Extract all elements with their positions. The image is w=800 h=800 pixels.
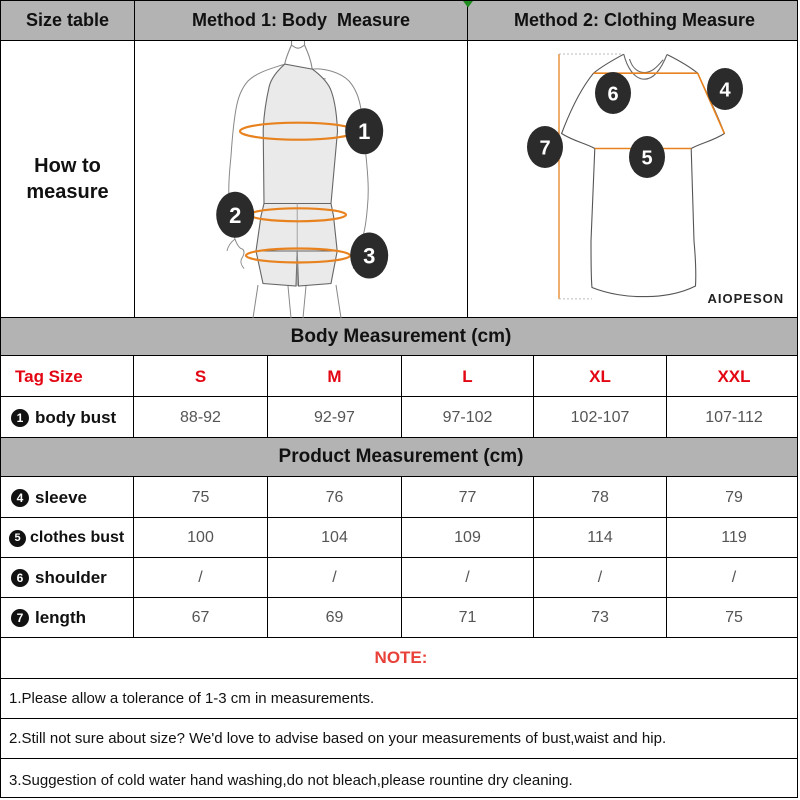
svg-text:4: 4 bbox=[719, 80, 731, 102]
svg-text:AIOPESON: AIOPESON bbox=[708, 291, 785, 306]
svg-text:2: 2 bbox=[229, 203, 241, 228]
svg-text:3: 3 bbox=[363, 244, 375, 269]
svg-text:1: 1 bbox=[358, 119, 370, 144]
svg-text:7: 7 bbox=[539, 138, 550, 160]
svg-text:5: 5 bbox=[641, 148, 652, 170]
svg-text:6: 6 bbox=[607, 84, 618, 106]
